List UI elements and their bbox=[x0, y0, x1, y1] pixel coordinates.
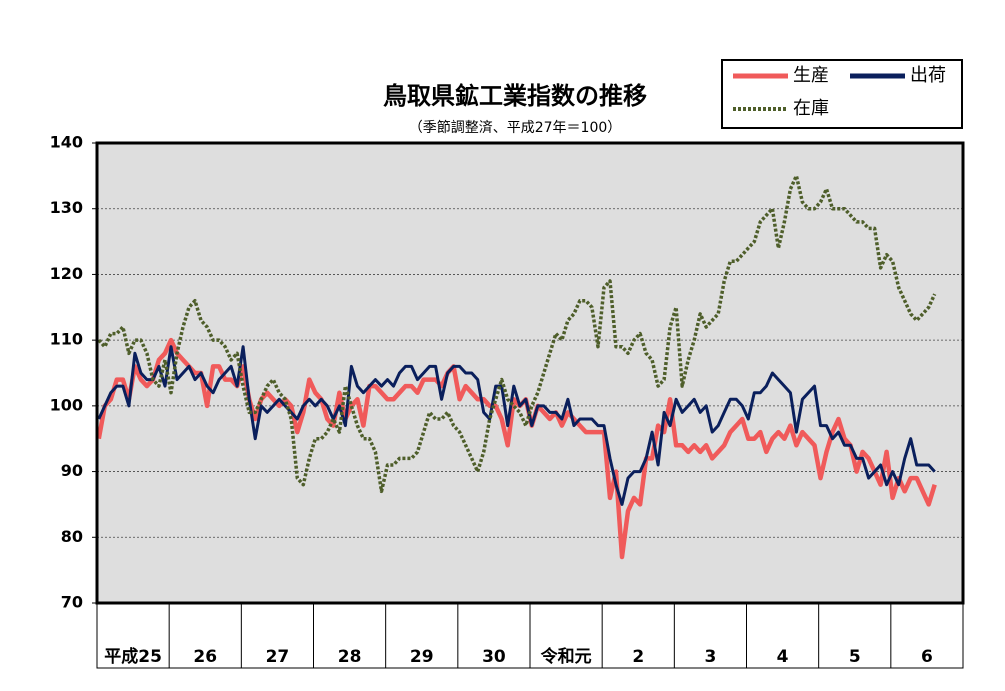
y-tick-label: 100 bbox=[50, 395, 83, 414]
x-tick-label: 3 bbox=[704, 647, 716, 667]
y-tick-label: 90 bbox=[61, 461, 83, 480]
x-tick-label: 2 bbox=[632, 647, 644, 667]
y-tick-label: 70 bbox=[61, 593, 83, 612]
x-tick-label: 平成25 bbox=[104, 646, 162, 667]
y-tick-label: 110 bbox=[50, 330, 83, 349]
series-line bbox=[97, 345, 936, 506]
x-tick-label: 26 bbox=[193, 647, 217, 667]
x-tick-label: 4 bbox=[777, 647, 789, 667]
y-tick-label: 140 bbox=[50, 133, 83, 152]
legend-box bbox=[721, 59, 963, 129]
y-tick-label: 120 bbox=[50, 264, 83, 283]
legend-label: 出荷 bbox=[910, 65, 946, 86]
series-line bbox=[97, 174, 937, 494]
x-tick-label: 30 bbox=[482, 647, 506, 667]
y-tick-label: 80 bbox=[61, 527, 83, 546]
x-tick-label: 令和元 bbox=[541, 646, 592, 667]
y-tick-label: 130 bbox=[50, 198, 83, 217]
x-tick-label: 6 bbox=[921, 647, 933, 667]
legend-label: 生産 bbox=[793, 65, 829, 86]
chart-subtitle: （季節調整済、平成27年＝100） bbox=[409, 119, 622, 136]
x-tick-label: 29 bbox=[410, 647, 434, 667]
x-tick-label: 27 bbox=[266, 647, 290, 667]
chart-title: 鳥取県鉱工業指数の推移 bbox=[383, 82, 647, 110]
legend-label: 在庫 bbox=[793, 98, 829, 119]
x-tick-label: 28 bbox=[338, 647, 362, 667]
label-frame bbox=[96, 602, 964, 669]
x-tick-label: 5 bbox=[849, 647, 861, 667]
